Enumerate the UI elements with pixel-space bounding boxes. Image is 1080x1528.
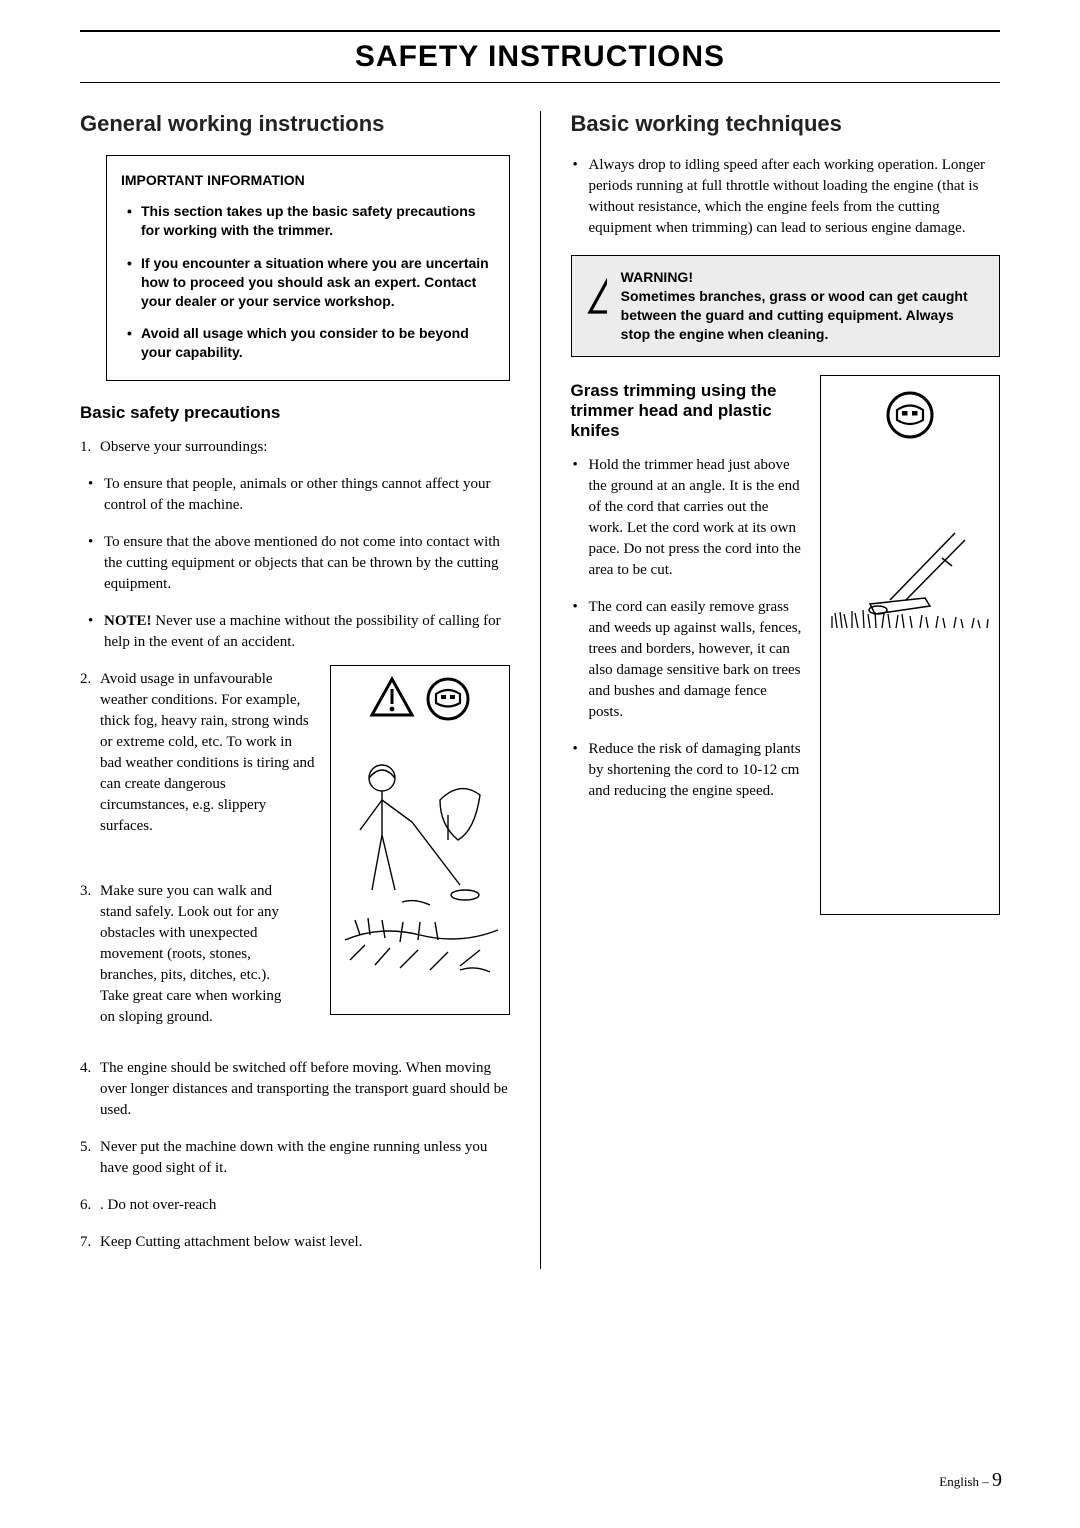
list-item: Always drop to idling speed after each w… bbox=[571, 155, 1001, 239]
face-shield-icon bbox=[425, 676, 471, 722]
columns: General working instructions IMPORTANT I… bbox=[80, 111, 1000, 1269]
safety-list-cont: Avoid usage in unfavourable weather cond… bbox=[80, 669, 510, 1028]
list-item: NOTE! Never use a machine without the po… bbox=[86, 611, 510, 653]
list-item: To ensure that the above mentioned do no… bbox=[86, 532, 510, 595]
top-rule bbox=[80, 30, 1000, 32]
left-heading: General working instructions bbox=[80, 111, 510, 137]
info-item: Avoid all usage which you consider to be… bbox=[121, 324, 495, 362]
safety-list: Observe your surroundings: bbox=[80, 437, 510, 458]
grass-text-col: Grass trimming using the trimmer head an… bbox=[571, 375, 803, 915]
right-heading: Basic working techniques bbox=[571, 111, 1001, 137]
face-shield-icon bbox=[885, 390, 935, 440]
left-column: General working instructions IMPORTANT I… bbox=[80, 111, 510, 1269]
footer-lang: English – bbox=[939, 1474, 992, 1489]
list-item: Make sure you can walk and stand safely.… bbox=[80, 881, 290, 1028]
icon-row bbox=[369, 676, 471, 722]
list-item: To ensure that people, animals or other … bbox=[86, 474, 510, 516]
sub-bullets: To ensure that people, animals or other … bbox=[86, 474, 510, 653]
trimmer-grass-illustration bbox=[830, 528, 990, 658]
list-item: Never put the machine down with the engi… bbox=[80, 1137, 510, 1179]
intro-bullet: Always drop to idling speed after each w… bbox=[571, 155, 1001, 239]
right-column: Basic working techniques Always drop to … bbox=[540, 111, 1001, 1269]
list-item: Reduce the risk of damaging plants by sh… bbox=[571, 739, 803, 802]
safety-list-cont2: The engine should be switched off before… bbox=[80, 1058, 510, 1253]
info-box-list: This section takes up the basic safety p… bbox=[121, 202, 495, 362]
warning-box: WARNING! Sometimes branches, grass or wo… bbox=[571, 255, 1001, 357]
worker-illustration bbox=[340, 740, 500, 990]
list-item: The cord can easily remove grass and wee… bbox=[571, 597, 803, 723]
grass-trim-section: Grass trimming using the trimmer head an… bbox=[571, 375, 1001, 915]
figure-box-left bbox=[330, 665, 510, 1015]
grass-bullets: Hold the trimmer head just above the gro… bbox=[571, 455, 803, 802]
list-item: . Do not over-reach bbox=[80, 1195, 510, 1216]
info-item: If you encounter a situation where you a… bbox=[121, 254, 495, 311]
info-item: This section takes up the basic safety p… bbox=[121, 202, 495, 240]
warning-title: WARNING! bbox=[621, 268, 985, 287]
grass-heading: Grass trimming using the trimmer head an… bbox=[571, 381, 803, 441]
warning-body: Sometimes branches, grass or wood can ge… bbox=[621, 288, 968, 342]
important-info-box: IMPORTANT INFORMATION This section takes… bbox=[106, 155, 510, 381]
list-item: The engine should be switched off before… bbox=[80, 1058, 510, 1121]
basic-safety-heading: Basic safety precautions bbox=[80, 403, 510, 423]
warning-triangle-icon bbox=[586, 268, 607, 316]
info-box-title: IMPORTANT INFORMATION bbox=[121, 172, 495, 188]
list-item: Hold the trimmer head just above the gro… bbox=[571, 455, 803, 581]
list-item: Keep Cutting attachment below waist leve… bbox=[80, 1232, 510, 1253]
item-2-text: Avoid usage in unfavourable weather cond… bbox=[100, 669, 316, 837]
note-text: Never use a machine without the possibil… bbox=[104, 613, 501, 650]
page-footer: English – 9 bbox=[939, 1469, 1002, 1492]
page-title: SAFETY INSTRUCTIONS bbox=[80, 34, 1000, 83]
list-item: Observe your surroundings: bbox=[80, 437, 510, 458]
figure-box-right bbox=[820, 375, 1000, 915]
warning-text: WARNING! Sometimes branches, grass or wo… bbox=[621, 268, 985, 344]
page-number: 9 bbox=[992, 1469, 1002, 1491]
warning-triangle-icon bbox=[369, 676, 415, 718]
note-label: NOTE! bbox=[104, 613, 152, 629]
